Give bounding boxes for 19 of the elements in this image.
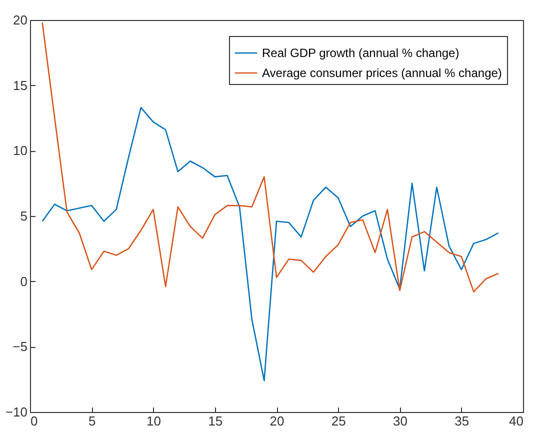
x-tick-label: 35 <box>454 414 470 428</box>
x-tick-label: 15 <box>208 414 223 428</box>
x-tick-label: 20 <box>270 414 284 428</box>
y-tick-label: 20 <box>13 12 28 28</box>
y-tick-label: −10 <box>5 404 28 420</box>
x-tick-label: 25 <box>331 414 346 428</box>
x-tick-label: 0 <box>30 414 38 428</box>
y-tick-label: 5 <box>20 208 28 224</box>
y-tick-label: −5 <box>12 339 28 354</box>
y-tick-label: 10 <box>13 143 28 158</box>
y-tick-label: 0 <box>20 274 28 289</box>
legend-label: Average consumer prices (annual % change) <box>262 66 502 80</box>
x-tick-label: 30 <box>393 414 408 428</box>
x-tick-label: 40 <box>509 414 524 428</box>
y-tick-label: 15 <box>13 78 28 93</box>
x-tick-label: 5 <box>88 414 96 428</box>
x-tick-label: 10 <box>146 414 161 428</box>
legend-label: Real GDP growth (annual % change) <box>262 46 460 60</box>
line-series <box>42 106 499 382</box>
